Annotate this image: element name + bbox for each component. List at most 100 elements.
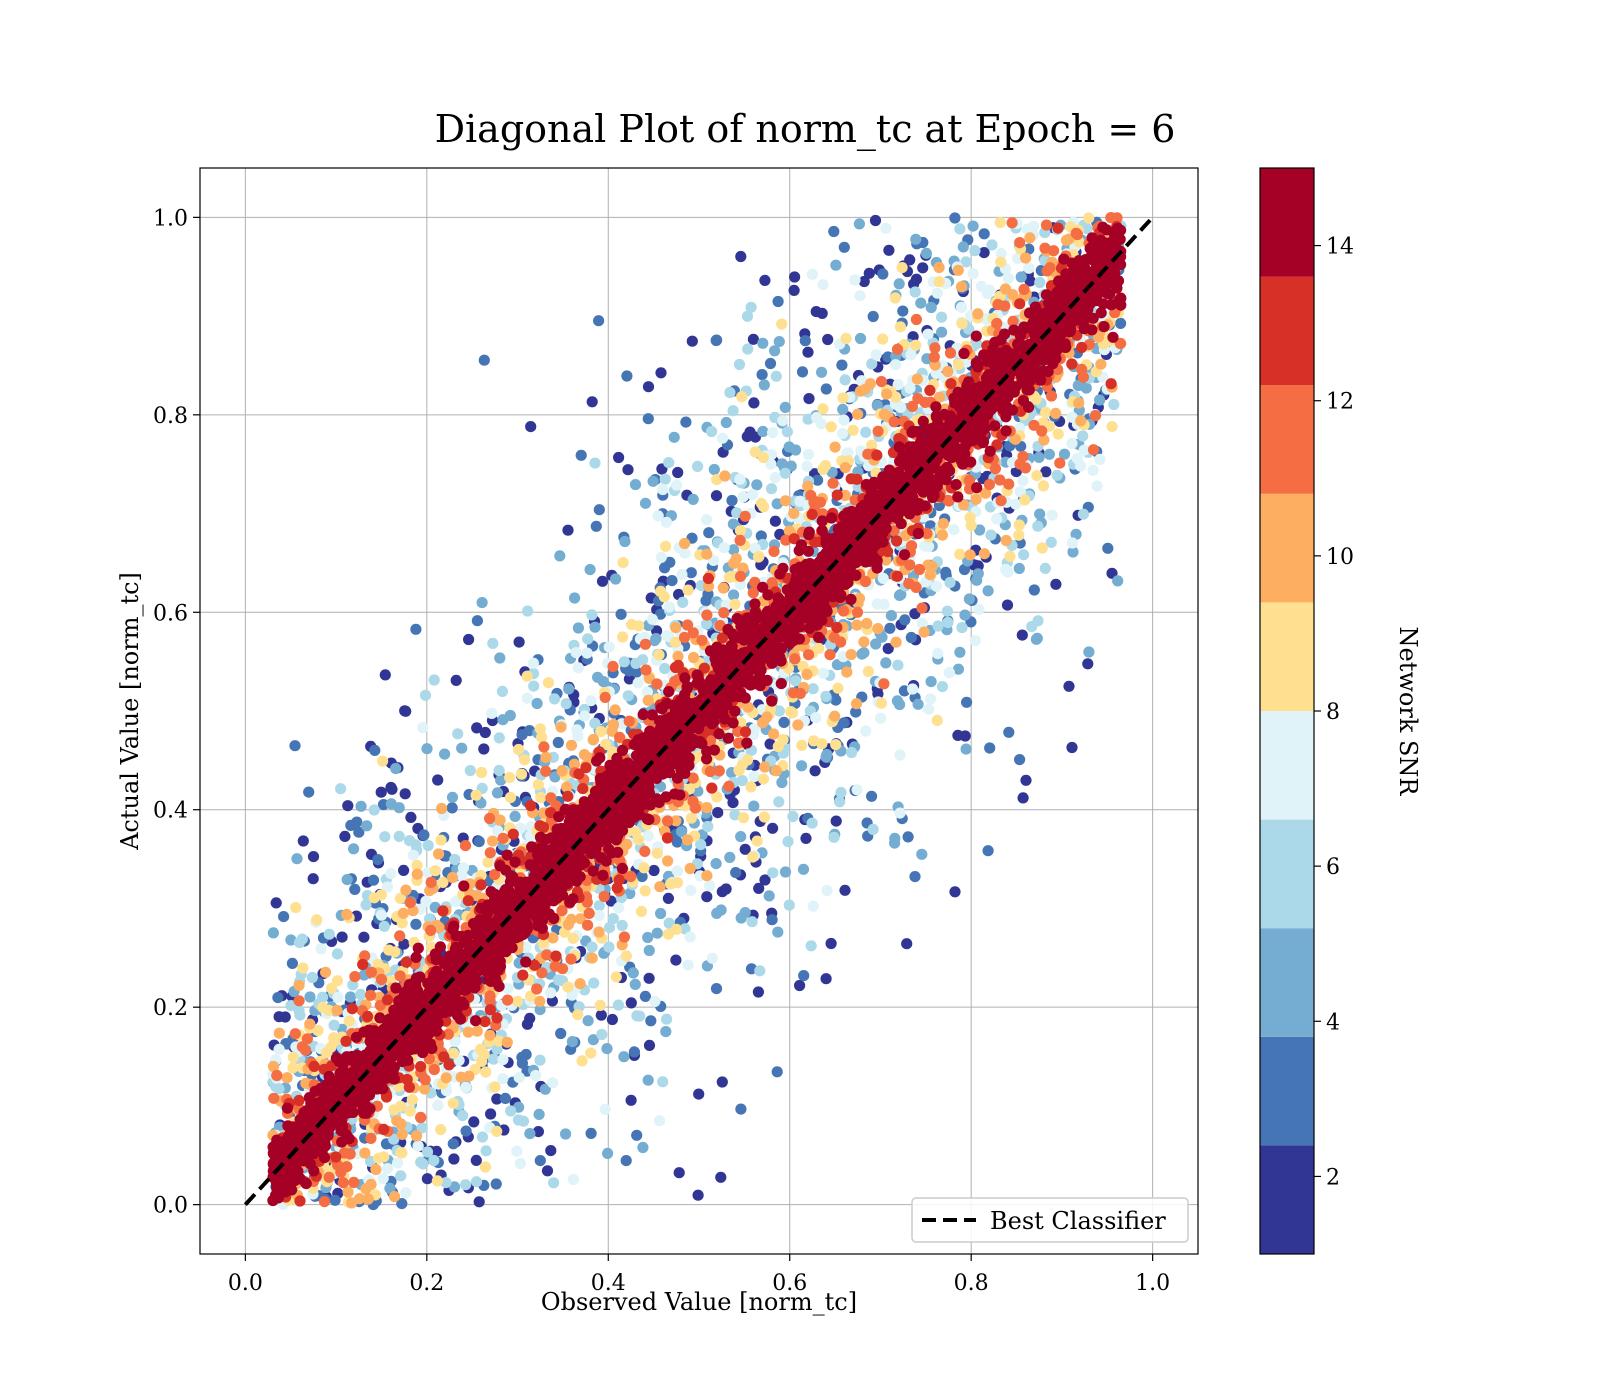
scatter-point [701, 514, 713, 526]
scatter-point [890, 636, 902, 648]
scatter-point [567, 932, 579, 944]
scatter-point [583, 907, 595, 920]
scatter-point [622, 690, 634, 702]
scatter-point [501, 1036, 513, 1048]
scatter-point [619, 535, 631, 548]
scatter-point [603, 941, 615, 953]
scatter-point [507, 828, 519, 840]
scatter-point [586, 396, 598, 408]
scatter-point [476, 766, 488, 779]
scatter-point [606, 1013, 619, 1026]
scatter-point [677, 596, 689, 609]
scatter-point [1006, 217, 1018, 229]
scatter-point [772, 926, 784, 938]
scatter-point [331, 948, 343, 960]
scatter-point [616, 862, 629, 875]
scatter-point [719, 470, 731, 482]
scatter-point [942, 365, 954, 378]
scatter-point [421, 743, 433, 755]
scatter-point [729, 598, 741, 610]
scatter-point [1014, 458, 1026, 470]
scatter-point [964, 511, 976, 524]
scatter-point [777, 734, 789, 746]
scatter-point [734, 570, 747, 583]
scatter-point [661, 1013, 673, 1025]
scatter-point [769, 472, 781, 484]
scatter-point [293, 979, 305, 992]
scatter-point [405, 811, 417, 824]
scatter-point [867, 823, 879, 836]
scatter-point [512, 1114, 525, 1126]
scatter-point [944, 577, 956, 589]
scatter-point [991, 513, 1003, 525]
scatter-point [989, 420, 1001, 432]
scatter-point [1039, 242, 1051, 254]
scatter-point [845, 649, 857, 661]
scatter-point [954, 646, 966, 658]
scatter-point [851, 619, 863, 631]
scatter-point [565, 953, 577, 965]
scatter-point [342, 800, 354, 812]
scatter-point [476, 1131, 489, 1143]
scatter-point [942, 616, 954, 629]
scatter-point [830, 815, 842, 827]
scatter-point [596, 1028, 608, 1041]
scatter-point [703, 527, 715, 539]
scatter-point [960, 743, 972, 755]
scatter-point [958, 563, 971, 576]
scatter-point [297, 962, 309, 974]
scatter-point [830, 739, 842, 751]
scatter-point [758, 379, 770, 391]
scatter-point [378, 1123, 390, 1135]
scatter-point [515, 768, 528, 780]
scatter-point [735, 831, 747, 843]
scatter-point [629, 978, 641, 991]
scatter-point [520, 1048, 532, 1061]
scatter-point [479, 726, 491, 739]
scatter-point [560, 698, 572, 710]
scatter-point [599, 691, 611, 704]
scatter-point [970, 493, 982, 505]
scatter-point [323, 928, 335, 940]
scatter-point [271, 1069, 283, 1082]
scatter-point [742, 343, 754, 355]
scatter-point [393, 802, 405, 814]
scatter-point [1002, 566, 1014, 578]
scatter-point [437, 905, 449, 917]
scatter-point [468, 1116, 480, 1128]
scatter-point [459, 840, 472, 852]
scatter-point [952, 729, 964, 742]
scatter-point [355, 988, 367, 1001]
scatter-point [910, 313, 923, 326]
scatter-point [727, 717, 739, 729]
scatter-point [796, 739, 808, 752]
scatter-point [620, 1155, 632, 1167]
scatter-point [657, 1076, 669, 1088]
scatter-point [563, 683, 575, 695]
scatter-point [470, 1176, 483, 1188]
scatter-point [450, 674, 462, 687]
scatter-point [647, 475, 659, 487]
scatter-point [353, 826, 365, 838]
scatter-point [891, 570, 904, 582]
scatter-point [861, 617, 873, 630]
scatter-point [550, 950, 562, 962]
scatter-point [365, 966, 377, 978]
scatter-point [293, 995, 305, 1007]
scatter-point [659, 473, 671, 485]
scatter-point [769, 345, 781, 357]
scatter-point [458, 880, 470, 892]
scatter-point [473, 1196, 485, 1208]
scatter-point [1082, 658, 1094, 670]
scatter-point [763, 890, 775, 902]
scatter-point [663, 457, 675, 469]
scatter-point [949, 212, 961, 224]
scatter-point [810, 712, 822, 724]
scatter-point [783, 899, 795, 911]
scatter-point [854, 290, 866, 302]
scatter-point [975, 280, 988, 292]
scatter-point [435, 834, 447, 846]
scatter-point [415, 1111, 427, 1124]
scatter-point [640, 664, 652, 676]
scatter-point [668, 431, 680, 443]
